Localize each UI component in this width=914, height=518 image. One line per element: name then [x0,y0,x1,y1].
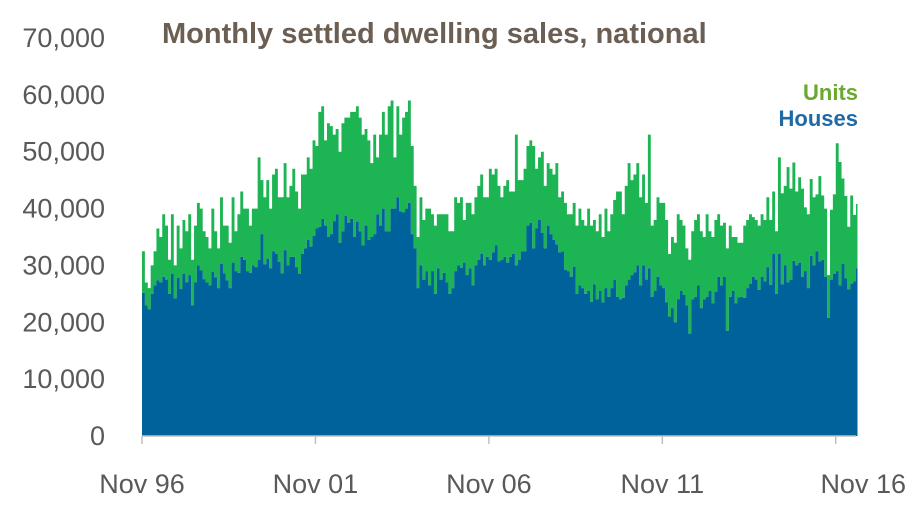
x-tick-label: Nov 06 [446,469,532,499]
y-tick-label: 10,000 [22,364,105,394]
x-axis-labels: Nov 96 Nov 01 Nov 06 Nov 11 Nov 16 [99,469,906,499]
series-houses-area [142,197,858,436]
y-tick-label: 0 [90,421,105,451]
y-axis-labels: 0 10,000 20,000 30,000 40,000 50,000 60,000 70,… [22,23,105,451]
x-axis-ticks [141,436,837,444]
legend-houses: Houses [779,106,858,131]
y-tick-label: 50,000 [22,137,105,167]
x-tick-label: Nov 96 [99,469,185,499]
x-tick-label: Nov 11 [621,469,705,499]
x-tick-label: Nov 16 [820,469,906,499]
y-tick-label: 70,000 [22,23,105,53]
series-units-area [142,100,858,334]
chart-title: Monthly settled dwelling sales, national [162,18,707,50]
y-tick-label: 30,000 [22,250,105,280]
y-tick-label: 60,000 [22,80,105,110]
plot-area [142,100,858,436]
y-tick-label: 40,000 [22,194,105,224]
x-tick-label: Nov 01 [273,469,359,499]
y-tick-label: 20,000 [22,307,105,337]
legend-units: Units [803,80,858,105]
